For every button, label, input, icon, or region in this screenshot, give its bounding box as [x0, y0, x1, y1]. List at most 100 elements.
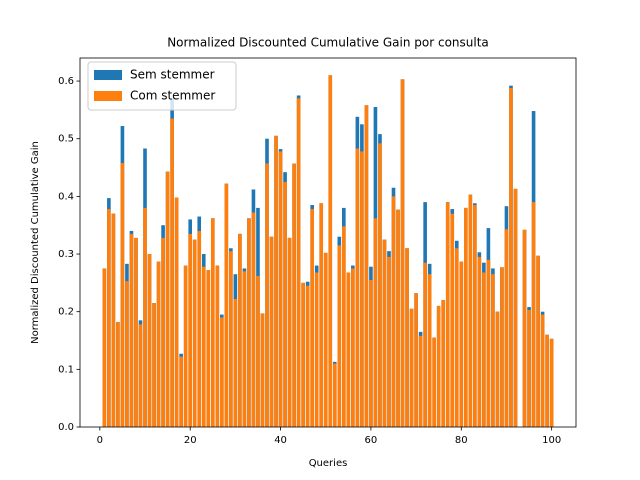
bar [138, 324, 143, 427]
bar [229, 251, 233, 427]
bar [134, 237, 138, 427]
bar [125, 281, 129, 427]
bar [188, 233, 193, 427]
x-tick-label: 20 [184, 435, 197, 446]
bar [328, 75, 333, 427]
bar [310, 209, 314, 427]
bar [165, 171, 170, 427]
y-tick-label: 0.6 [58, 76, 74, 87]
bar [463, 207, 468, 427]
bar [405, 248, 409, 427]
bar [238, 233, 242, 427]
bar [382, 239, 387, 427]
bar [545, 334, 549, 427]
bar [509, 87, 513, 427]
bar [459, 261, 464, 427]
plot-frame [79, 57, 577, 428]
bar [242, 271, 247, 427]
bar [432, 337, 436, 427]
bar [436, 305, 441, 427]
legend-swatch [94, 70, 122, 80]
y-tick-label: 0.0 [58, 422, 74, 433]
bar [174, 197, 179, 427]
bar [378, 143, 382, 428]
bar [477, 256, 482, 427]
bar [220, 317, 224, 427]
legend-swatch [94, 91, 122, 101]
bar [360, 151, 364, 427]
bar [396, 209, 400, 427]
bar [287, 237, 292, 427]
bar [482, 272, 486, 427]
bar [224, 183, 229, 427]
bar [111, 213, 116, 427]
bar [210, 218, 215, 427]
bar [129, 233, 134, 427]
bar [301, 282, 305, 427]
bar [504, 229, 509, 427]
bar [215, 265, 220, 427]
bar [351, 268, 355, 427]
bar [206, 270, 211, 427]
bar [414, 293, 418, 427]
bar [201, 266, 206, 427]
bar [170, 118, 174, 427]
legend-label: Sem stemmer [130, 68, 215, 82]
bar [107, 209, 111, 427]
bar [256, 275, 260, 427]
bar [120, 162, 125, 427]
bar [536, 255, 540, 427]
bar [527, 309, 531, 427]
bar [540, 314, 545, 427]
bar [495, 311, 500, 427]
bar [513, 188, 518, 427]
y-tick-label: 0.3 [58, 249, 74, 260]
bar [337, 245, 342, 427]
bar [409, 308, 414, 427]
bar [423, 262, 427, 427]
bar [269, 236, 274, 427]
bar [283, 181, 287, 427]
x-tick-label: 60 [365, 435, 378, 446]
y-tick-label: 0.1 [58, 364, 74, 375]
bar [161, 237, 165, 427]
y-tick-label: 0.5 [58, 134, 74, 145]
bar [364, 105, 369, 427]
bar [323, 252, 328, 427]
bar [369, 279, 373, 427]
x-tick-label: 100 [542, 435, 561, 446]
bar [400, 79, 405, 427]
bar [373, 218, 378, 427]
x-axis-label: Queries [309, 458, 348, 469]
bar [427, 274, 432, 427]
bar [531, 202, 536, 427]
bar [147, 254, 152, 427]
bar [179, 356, 183, 427]
bar [197, 230, 202, 427]
bar [491, 274, 495, 427]
bar [486, 259, 491, 427]
y-axis-label: Normalized Discounted Cumulative Gain [30, 141, 41, 344]
x-tick-label: 0 [97, 435, 103, 446]
bar [102, 268, 107, 427]
bar [445, 202, 450, 427]
bar [319, 203, 324, 427]
bar [156, 261, 161, 427]
bar [441, 300, 446, 427]
x-tick-label: 80 [455, 435, 468, 446]
x-tick-label: 40 [274, 435, 287, 446]
bar [468, 194, 473, 427]
bar [116, 322, 120, 427]
chart-title: Normalized Discounted Cumulative Gain po… [167, 36, 489, 50]
bar [274, 135, 278, 427]
legend-box [87, 61, 237, 111]
bar [265, 163, 269, 428]
bar [233, 299, 238, 427]
bar [296, 98, 301, 427]
bar [251, 212, 256, 427]
bar [454, 248, 459, 427]
bar [387, 256, 391, 427]
bar [500, 267, 504, 427]
bar [143, 207, 147, 427]
